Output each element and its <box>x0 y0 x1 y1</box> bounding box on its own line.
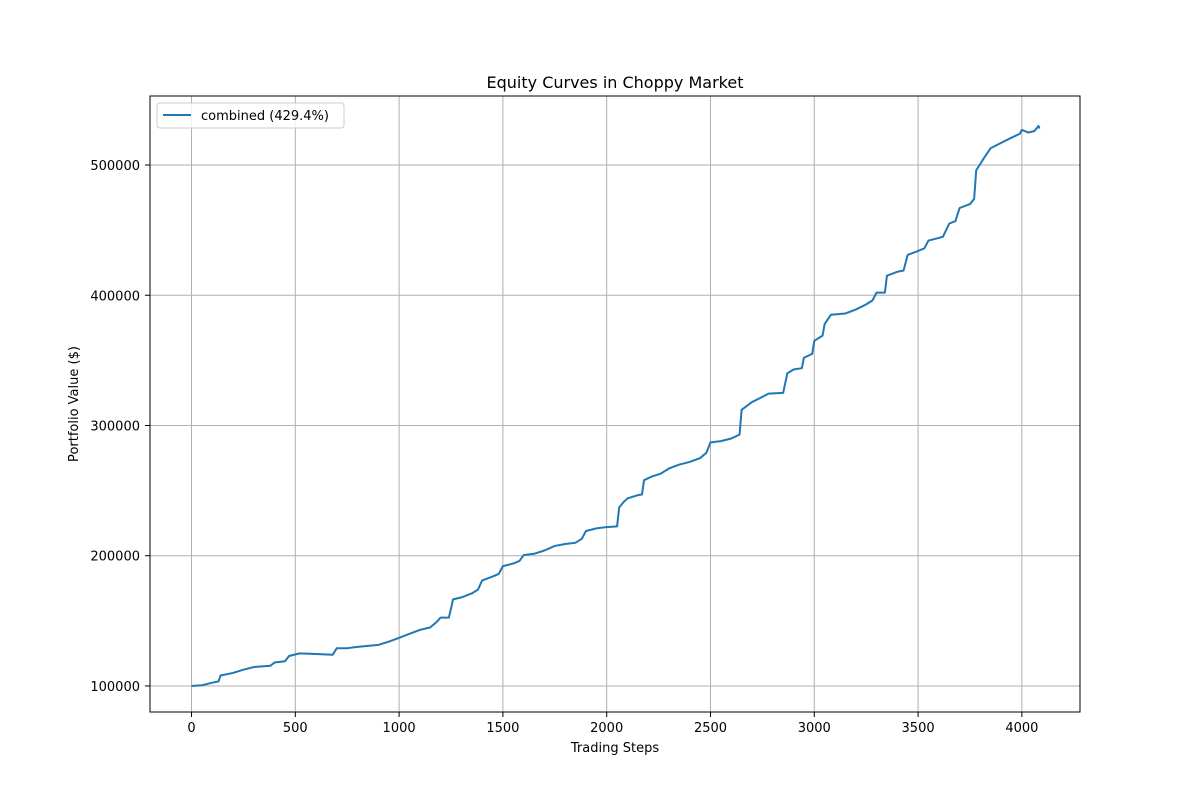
x-tick-label: 2000 <box>590 721 623 736</box>
y-tick-label: 400000 <box>90 289 140 304</box>
x-tick-label: 3000 <box>798 721 831 736</box>
chart-title: Equity Curves in Choppy Market <box>487 73 744 92</box>
x-axis-label: Trading Steps <box>570 741 659 756</box>
y-tick-label: 200000 <box>90 550 140 565</box>
legend-box <box>156 102 345 129</box>
x-axis-ticks: 0 500 1000 1500 2000 2500 3000 3500 4000 <box>187 712 1038 736</box>
x-tick-label: 1000 <box>383 721 416 736</box>
x-tick-label: 1500 <box>486 721 519 736</box>
y-axis-label: Portfolio Value ($) <box>67 346 82 462</box>
y-tick-label: 300000 <box>90 419 140 434</box>
axes-frame <box>149 95 1081 713</box>
y-tick-label: 500000 <box>90 159 140 174</box>
legend: combined (429.4%) <box>156 102 345 129</box>
y-tick-label: 100000 <box>90 680 140 695</box>
plot-lines <box>191 124 1041 687</box>
x-tick-label: 0 <box>187 721 195 736</box>
y-axis-ticks: 100000 200000 300000 400000 500000 <box>90 159 150 695</box>
x-tick-label: 2500 <box>694 721 727 736</box>
equity-curve-line <box>191 124 1041 687</box>
grid-lines <box>150 96 1080 712</box>
x-tick-label: 500 <box>283 721 308 736</box>
x-tick-label: 3500 <box>902 721 935 736</box>
x-tick-label: 4000 <box>1005 721 1038 736</box>
legend-entry-label: combined (429.4%) <box>201 109 329 124</box>
